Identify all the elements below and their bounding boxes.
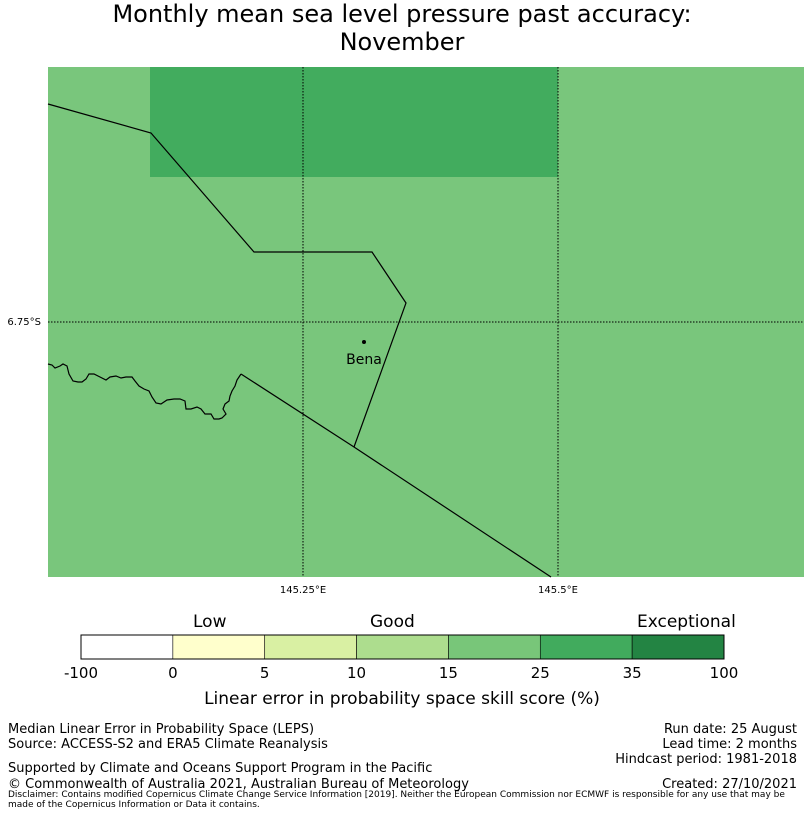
title-line-2: November	[339, 28, 465, 56]
footer-hindcast: Hindcast period: 1981-2018	[615, 752, 797, 767]
colorbar-border	[80, 634, 725, 660]
bena-label: Bena	[346, 352, 382, 368]
footer-support: Supported by Climate and Oceans Support …	[8, 761, 433, 776]
high-skill-cell	[150, 67, 558, 177]
colorbar-tick-label: 25	[530, 664, 550, 682]
footer-run-date: Run date: 25 August	[663, 722, 797, 737]
colorbar-tick-label: 10	[347, 664, 367, 682]
footer-left: Median Linear Error in Probability Space…	[8, 722, 328, 752]
map-title: Monthly mean sea level pressure past acc…	[0, 0, 804, 56]
footer-lead-time: Lead time: 2 months	[662, 737, 797, 752]
colorbar-swatch	[631, 634, 725, 660]
footer-source: Source: ACCESS-S2 and ERA5 Climate Reana…	[8, 737, 328, 752]
colorbar-swatch	[80, 634, 174, 660]
footer-metric: Median Linear Error in Probability Space…	[8, 722, 315, 737]
colorbar-tick-label: 100	[709, 664, 739, 682]
colorbar-tick-label: 0	[168, 664, 178, 682]
province-boundary-west	[47, 363, 242, 420]
longitude-label-145-5: 145.5°E	[538, 585, 578, 596]
bena-marker	[362, 340, 366, 344]
colorbar-swatch	[539, 634, 633, 660]
province-boundary-south	[240, 373, 552, 578]
province-boundary-north	[47, 103, 407, 448]
colorbar-tick-label: 5	[259, 664, 270, 682]
colorbar-tick-label: 15	[438, 664, 458, 682]
colorbar-category-low: Low	[193, 612, 227, 632]
colorbar-tick-label: 35	[622, 664, 642, 682]
colorbar-category-good: Good	[370, 612, 415, 632]
colorbar-swatch	[356, 634, 449, 660]
colorbar-category-exceptional: Exceptional	[637, 612, 736, 632]
footer-copyright: © Commonwealth of Australia 2021, Austra…	[8, 777, 469, 792]
colorbar-swatch	[264, 634, 357, 660]
colorbar-caption: Linear error in probability space skill …	[204, 689, 600, 709]
longitude-label-145-25: 145.25°E	[280, 585, 326, 596]
footer-created: Created: 27/10/2021	[662, 777, 797, 792]
footer-disclaimer: Disclaimer: Contains modified Copernicus…	[8, 790, 785, 810]
footer-right: Run date: 25 August Lead time: 2 months …	[615, 722, 797, 767]
latitude-label: 6.75°S	[7, 317, 41, 328]
title-line-1: Monthly mean sea level pressure past acc…	[112, 0, 692, 28]
colorbar-swatch	[172, 634, 266, 660]
skill-map: Bena 6.75°S 145.25°E 145.5°E	[7, 67, 804, 596]
colorbar-swatch	[448, 634, 541, 660]
colorbar	[80, 634, 725, 660]
colorbar-tick-label: -100	[63, 664, 99, 682]
